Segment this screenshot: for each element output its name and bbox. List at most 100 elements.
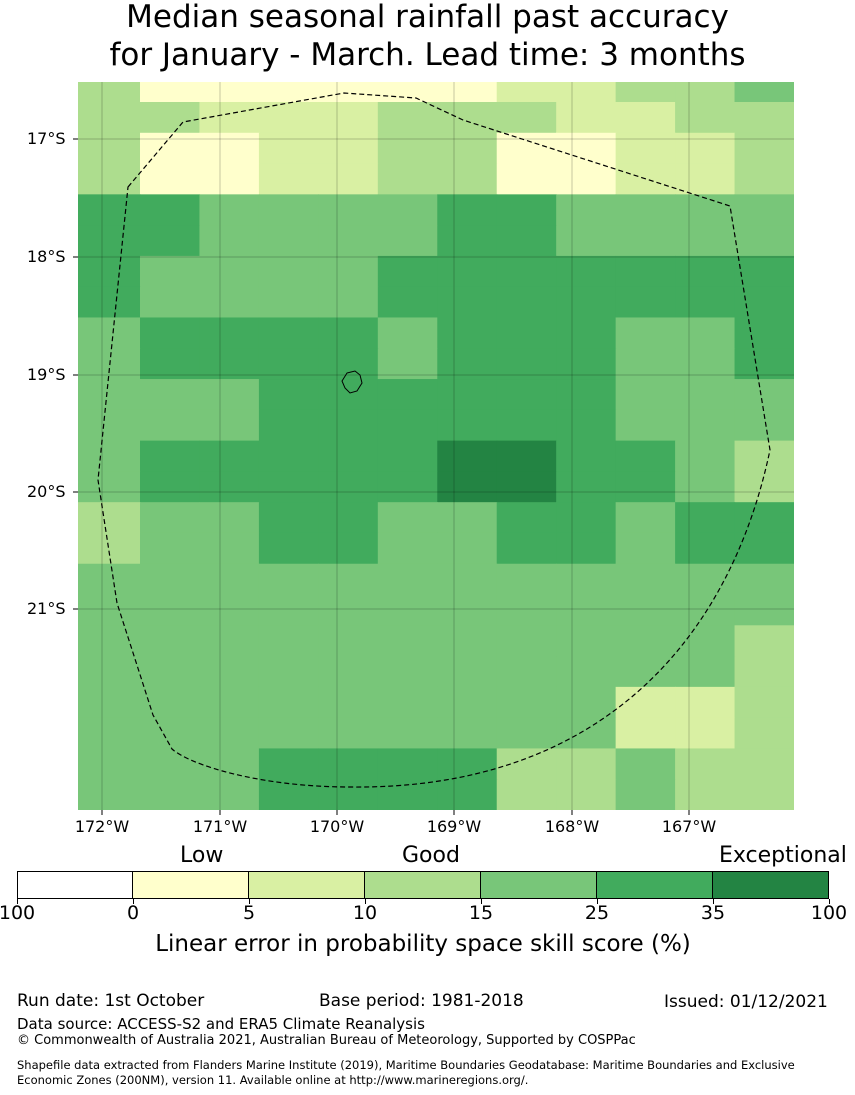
shapefile-credit-line-2: Economic Zones (200NM), version 11. Avai… (17, 1073, 529, 1087)
grid-cell (556, 748, 617, 780)
grid-cell (377, 686, 438, 719)
grid-cell (258, 717, 319, 750)
grid-cell (78, 625, 141, 657)
grid-cell (615, 379, 676, 411)
grid-cell (437, 471, 498, 503)
colorbar-tick (597, 899, 598, 904)
colorbar-tick (249, 899, 250, 904)
grid-cell (258, 317, 319, 349)
grid-cell (377, 102, 438, 134)
grid-cell (78, 225, 141, 257)
grid-cell (258, 286, 319, 319)
grid-cell (258, 686, 319, 719)
grid-cell (258, 102, 319, 134)
grid-cell (437, 563, 498, 596)
grid-cell (496, 717, 557, 750)
grid-cell (675, 255, 736, 288)
grid-cell (734, 348, 794, 380)
grid-cell (140, 409, 201, 442)
grid-cell (318, 748, 379, 780)
category-low: Low (180, 843, 224, 868)
grid-cell (437, 502, 498, 534)
grid-cell (496, 686, 557, 719)
grid-cell (377, 286, 438, 319)
grid-cell (496, 594, 557, 626)
grid-cell (318, 563, 379, 596)
map-title-line-1: Median seasonal rainfall past accuracy (126, 0, 729, 35)
grid-cell (318, 132, 379, 165)
lon-label-167w: 167°W (661, 817, 717, 836)
grid-cell (675, 717, 736, 750)
grid-cell (675, 132, 736, 165)
grid-cell (496, 379, 557, 411)
grid-cell (318, 225, 379, 257)
grid-cell (437, 748, 498, 780)
grid-cell (734, 594, 794, 626)
grid-cell (199, 779, 260, 810)
colorbar-tick-label: 100 (0, 902, 36, 924)
grid-cell (437, 317, 498, 349)
grid-cell (78, 440, 141, 472)
lon-label-169w: 169°W (426, 817, 482, 836)
grid-cell (199, 717, 260, 750)
grid-cell (675, 748, 736, 780)
grid-cell (437, 440, 498, 472)
grid-cell (318, 686, 379, 719)
grid-cell (377, 348, 438, 380)
grid-cell (734, 563, 794, 596)
grid-cell (377, 409, 438, 442)
grid-cell (258, 502, 319, 534)
grid-cell (318, 348, 379, 380)
grid-cell (437, 255, 498, 288)
grid-cell (556, 132, 617, 165)
grid-cell (199, 502, 260, 534)
grid-cell (140, 779, 201, 810)
grid-cell (437, 625, 498, 657)
grid-cell (556, 563, 617, 596)
grid-cell (140, 625, 201, 657)
grid-cell (78, 102, 141, 134)
shapefile-credit-line-1: Shapefile data extracted from Flanders M… (17, 1058, 795, 1072)
grid-cell (78, 594, 141, 626)
colorbar-tick-label: 35 (700, 902, 726, 924)
grid-cell (615, 532, 676, 565)
grid-cell (437, 779, 498, 810)
grid-cell (318, 717, 379, 750)
grid-cell (437, 194, 498, 226)
grid-cell (556, 317, 617, 349)
lon-label-172w: 172°W (74, 817, 130, 836)
grid-cell (258, 748, 319, 780)
grid-cell (734, 440, 794, 472)
lat-label-21s: 21°S (27, 599, 66, 618)
grid-cell (675, 194, 736, 226)
grid-cell (734, 163, 794, 195)
grid-cell (140, 440, 201, 472)
copyright: © Commonwealth of Australia 2021, Austra… (17, 1033, 636, 1048)
grid-cell (496, 748, 557, 780)
grid-cell (556, 502, 617, 534)
grid-cell (78, 286, 141, 319)
grid-cell (140, 102, 201, 134)
grid-cell (140, 379, 201, 411)
grid-cell (615, 132, 676, 165)
grid-cell (78, 532, 141, 565)
grid-cell (199, 379, 260, 411)
grid-cell (199, 656, 260, 688)
colorbar-tick (713, 899, 714, 904)
colorbar-segment (481, 871, 597, 899)
grid-cell (318, 255, 379, 288)
grid-cell (258, 255, 319, 288)
grid-cell (615, 779, 676, 810)
grid-cell (734, 379, 794, 411)
grid-cell (615, 502, 676, 534)
grid-cell (318, 532, 379, 565)
grid-cell (377, 379, 438, 411)
grid-cell (377, 656, 438, 688)
grid-cell (140, 194, 201, 226)
grid-cell (556, 625, 617, 657)
grid-cell (318, 286, 379, 319)
grid-cell (78, 163, 141, 195)
grid-cell (734, 502, 794, 534)
grid-cell (199, 440, 260, 472)
colorbar-tick (365, 899, 366, 904)
